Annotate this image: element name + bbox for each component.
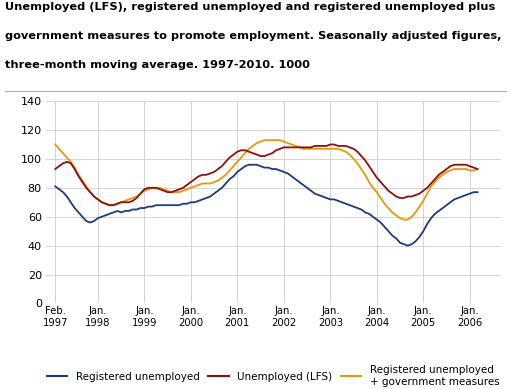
Text: Unemployed (LFS), registered unemployed and registered unemployed plus: Unemployed (LFS), registered unemployed … [5,2,495,12]
Text: three-month moving average. 1997-2010. 1000: three-month moving average. 1997-2010. 1… [5,60,310,70]
Text: government measures to promote employment. Seasonally adjusted figures,: government measures to promote employmen… [5,31,502,41]
Legend: Registered unemployed, Unemployed (LFS), Registered unemployed
+ government meas: Registered unemployed, Unemployed (LFS),… [47,365,500,387]
